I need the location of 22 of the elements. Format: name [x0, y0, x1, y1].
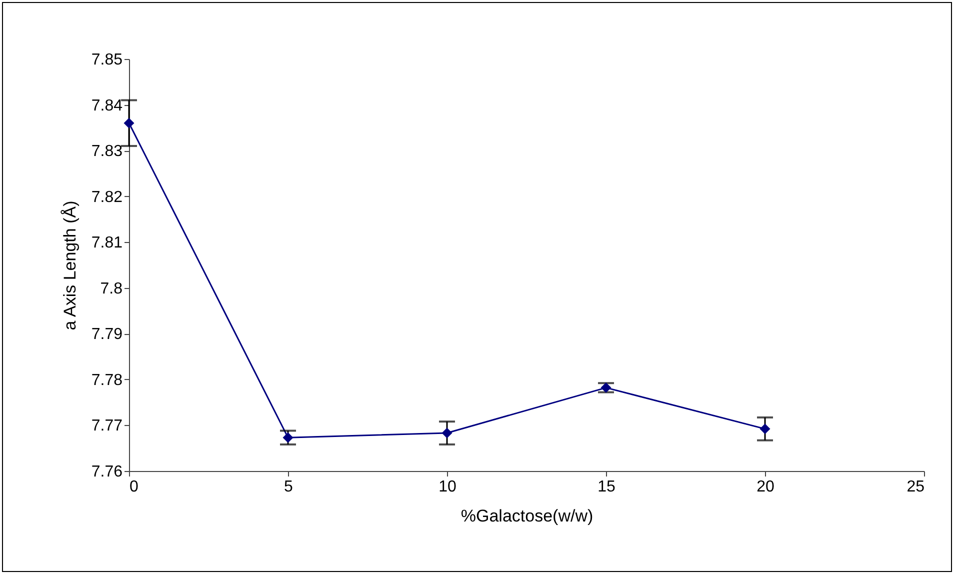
y-tick-label: 7.79 — [91, 326, 123, 344]
y-tick-label: 7.82 — [91, 188, 123, 206]
y-tick-label: 7.83 — [91, 143, 123, 160]
x-axis-title: %Galactose(w/w) — [460, 506, 594, 526]
y-axis-title: a Axis Length (Å) — [60, 200, 80, 330]
y-tick-label: 7.8 — [100, 280, 123, 298]
point — [600, 382, 612, 393]
x-tick-label: 20 — [756, 478, 774, 496]
x-tick-label: 0 — [130, 478, 138, 496]
y-tick-label: 7.84 — [91, 97, 123, 114]
point — [124, 118, 134, 128]
y-tick-label: 7.77 — [91, 418, 123, 435]
y-tick-label: 7.78 — [91, 372, 123, 389]
x-tick-label: 15 — [598, 478, 616, 496]
x-tick-label: 25 — [906, 478, 925, 496]
x-tick-label: 10 — [438, 478, 456, 496]
point — [442, 428, 452, 438]
y-tick-label: 7.85 — [91, 52, 123, 68]
y-tick-label: 7.76 — [91, 464, 123, 480]
point — [760, 424, 770, 434]
y-tick-label: 7.81 — [91, 234, 123, 252]
x-tick-label: 5 — [284, 478, 294, 496]
